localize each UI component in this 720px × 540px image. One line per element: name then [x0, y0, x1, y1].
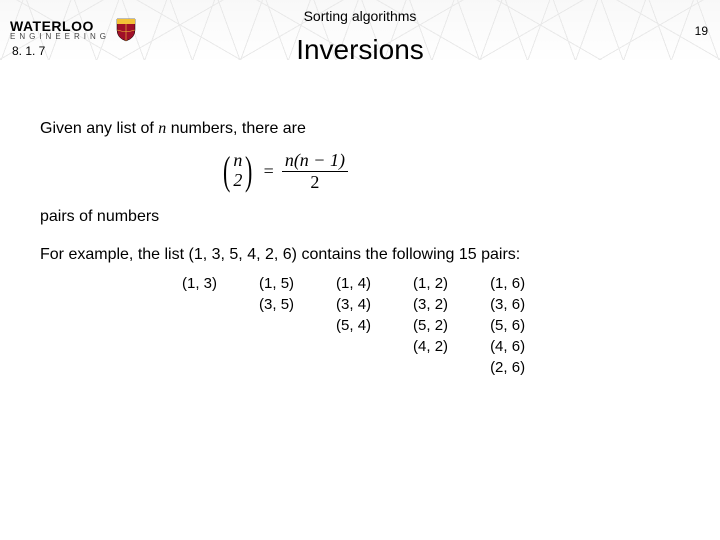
logo-brand-bottom: ENGINEERING: [10, 33, 110, 41]
logo-brand-top: WATERLOO: [10, 19, 110, 33]
pair-cell: (4, 6): [470, 337, 545, 356]
logo-text: WATERLOO ENGINEERING: [10, 19, 110, 41]
pair-cell: [239, 337, 314, 356]
pair-cell: (5, 4): [316, 316, 391, 335]
pair-cell: [239, 358, 314, 377]
pair-cell: [393, 358, 468, 377]
logo: WATERLOO ENGINEERING: [10, 18, 136, 42]
pair-cell: [162, 295, 237, 314]
table-row: (4, 2)(4, 6): [162, 337, 545, 356]
pair-cell: [162, 316, 237, 335]
table-row: (1, 3)(1, 5)(1, 4)(1, 2)(1, 6): [162, 274, 545, 293]
pair-cell: (3, 4): [316, 295, 391, 314]
fraction-numerator: n(n − 1): [282, 150, 348, 172]
pair-cell: (1, 3): [162, 274, 237, 293]
shield-icon: [116, 18, 136, 42]
left-paren: (: [223, 151, 230, 191]
pair-cell: (2, 6): [470, 358, 545, 377]
right-paren: ): [245, 151, 252, 191]
pair-cell: (1, 5): [239, 274, 314, 293]
chapter-title: Sorting algorithms: [304, 8, 417, 24]
binom-bottom: 2: [233, 171, 242, 191]
pair-cell: [316, 337, 391, 356]
pair-cell: [239, 316, 314, 335]
pair-cell: (5, 6): [470, 316, 545, 335]
pair-cell: (3, 5): [239, 295, 314, 314]
table-row: (2, 6): [162, 358, 545, 377]
pair-cell: [162, 337, 237, 356]
intro-prefix: Given any list of: [40, 120, 158, 137]
binom-top: n: [233, 151, 242, 171]
slide-title: Inversions: [296, 34, 424, 66]
binomial-formula: ( n 2 ) = n(n − 1) 2: [220, 150, 680, 192]
fraction-denominator: 2: [307, 172, 322, 193]
pair-cell: (4, 2): [393, 337, 468, 356]
binomial: ( n 2 ): [220, 151, 256, 191]
pair-cell: (5, 2): [393, 316, 468, 335]
pair-cell: (3, 6): [470, 295, 545, 314]
pair-cell: (3, 2): [393, 295, 468, 314]
pairs-table: (1, 3)(1, 5)(1, 4)(1, 2)(1, 6)(3, 5)(3, …: [160, 272, 547, 379]
pairs-label: pairs of numbers: [40, 208, 680, 226]
pair-cell: (1, 6): [470, 274, 545, 293]
fraction: n(n − 1) 2: [282, 150, 348, 192]
pair-cell: [316, 358, 391, 377]
section-number: 8. 1. 7: [12, 44, 45, 58]
table-row: (3, 5)(3, 4)(3, 2)(3, 6): [162, 295, 545, 314]
equals-sign: =: [264, 161, 274, 182]
pair-cell: [162, 358, 237, 377]
example-line: For example, the list (1, 3, 5, 4, 2, 6)…: [40, 246, 680, 264]
pair-cell: (1, 4): [316, 274, 391, 293]
page-number: 19: [695, 24, 708, 38]
table-row: (5, 4)(5, 2)(5, 6): [162, 316, 545, 335]
pair-cell: (1, 2): [393, 274, 468, 293]
intro-suffix: numbers, there are: [166, 120, 306, 137]
intro-line: Given any list of n numbers, there are: [40, 120, 680, 138]
content: Given any list of n numbers, there are (…: [40, 120, 680, 379]
